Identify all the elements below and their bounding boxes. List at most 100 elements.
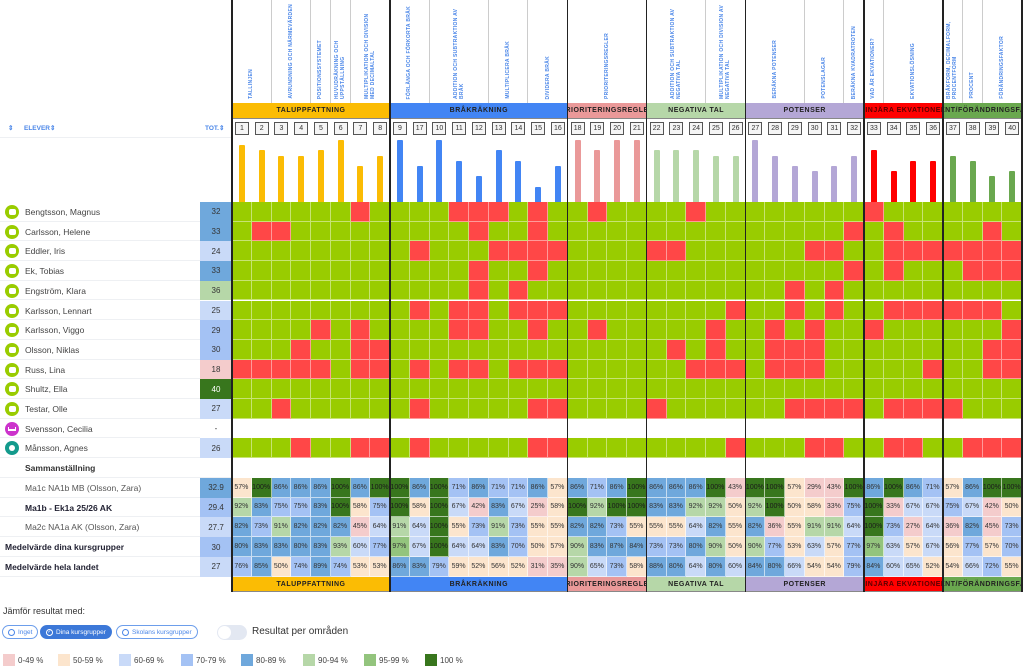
cell-wrong[interactable] xyxy=(923,399,943,419)
cell-wrong[interactable] xyxy=(469,300,489,321)
student-row[interactable]: Olsson, Niklas 30 xyxy=(0,339,232,360)
cell-correct[interactable] xyxy=(251,202,272,222)
student-row[interactable]: Testar, Olle 27 xyxy=(0,399,232,419)
cell-wrong[interactable] xyxy=(449,300,469,321)
cell-correct[interactable] xyxy=(390,320,410,340)
question-number-button[interactable]: 3 xyxy=(274,122,289,135)
cell-correct[interactable] xyxy=(409,280,430,301)
cell-wrong[interactable] xyxy=(1002,438,1022,459)
cell-wrong[interactable] xyxy=(903,300,924,321)
cell-wrong[interactable] xyxy=(666,241,687,262)
cell-correct[interactable] xyxy=(330,241,351,262)
cell-correct[interactable] xyxy=(330,379,351,399)
cell-correct[interactable] xyxy=(824,221,845,242)
subtopic-header[interactable]: Tallinjen xyxy=(232,0,272,103)
cell-correct[interactable] xyxy=(291,221,311,242)
cell-correct[interactable] xyxy=(291,261,311,281)
cell-wrong[interactable] xyxy=(528,261,548,281)
cell-correct[interactable] xyxy=(409,379,430,399)
subtopic-header[interactable]: Beräkna potenser xyxy=(746,0,805,103)
question-number-button[interactable]: 4 xyxy=(294,122,309,135)
cell-correct[interactable] xyxy=(844,320,864,340)
cell-correct[interactable] xyxy=(864,300,884,321)
cell-correct[interactable] xyxy=(844,438,864,459)
cell-correct[interactable] xyxy=(232,339,252,360)
cell-wrong[interactable] xyxy=(1002,241,1022,262)
cell-correct[interactable] xyxy=(943,261,963,281)
subtopic-header[interactable]: Huvudräkning och uppställning xyxy=(331,0,351,103)
question-number-button[interactable]: 13 xyxy=(491,122,506,135)
cell-correct[interactable] xyxy=(370,320,390,340)
cell-wrong[interactable] xyxy=(548,399,568,419)
cell-correct[interactable] xyxy=(350,261,371,281)
cell-wrong[interactable] xyxy=(528,320,548,340)
cell-correct[interactable] xyxy=(864,339,884,360)
cell-correct[interactable] xyxy=(429,241,450,262)
cell-correct[interactable] xyxy=(745,379,766,399)
cell-correct[interactable] xyxy=(765,241,785,262)
cell-wrong[interactable] xyxy=(508,280,529,301)
cell-wrong[interactable] xyxy=(548,300,568,321)
group-header-bottom[interactable]: Bråkräkning xyxy=(390,577,568,592)
cell-correct[interactable] xyxy=(587,241,608,262)
cell-wrong[interactable] xyxy=(706,320,726,340)
cell-wrong[interactable] xyxy=(646,399,667,419)
cell-wrong[interactable] xyxy=(350,339,371,360)
cell-correct[interactable] xyxy=(725,202,746,222)
cell-correct[interactable] xyxy=(330,359,351,380)
subtopic-header[interactable]: Positionssystemet xyxy=(311,0,331,103)
cell-correct[interactable] xyxy=(923,221,943,242)
cell-correct[interactable] xyxy=(330,300,351,321)
question-number-button[interactable]: 35 xyxy=(906,122,921,135)
cell-wrong[interactable] xyxy=(1002,261,1022,281)
cell-correct[interactable] xyxy=(1002,280,1022,301)
cell-correct[interactable] xyxy=(350,241,371,262)
cell-correct[interactable] xyxy=(962,320,983,340)
cell-wrong[interactable] xyxy=(469,202,489,222)
cell-correct[interactable] xyxy=(982,202,1003,222)
cell-wrong[interactable] xyxy=(508,300,529,321)
cell-wrong[interactable] xyxy=(804,438,825,459)
cell-correct[interactable] xyxy=(903,202,924,222)
cell-correct[interactable] xyxy=(311,300,331,321)
cell-correct[interactable] xyxy=(488,261,509,281)
cell-wrong[interactable] xyxy=(706,359,726,380)
cell-correct[interactable] xyxy=(409,202,430,222)
cell-correct[interactable] xyxy=(943,280,963,301)
cell-correct[interactable] xyxy=(686,399,706,419)
group-header-top[interactable]: Prioriteringsregler xyxy=(567,103,647,119)
cell-correct[interactable] xyxy=(330,339,351,360)
question-number-button[interactable]: 29 xyxy=(787,122,802,135)
cell-correct[interactable] xyxy=(745,300,766,321)
cell-wrong[interactable] xyxy=(943,300,963,321)
cell-wrong[interactable] xyxy=(804,359,825,380)
question-number-button[interactable]: 2 xyxy=(254,122,269,135)
question-number-button[interactable]: 1 xyxy=(234,122,249,135)
cell-correct[interactable] xyxy=(488,300,509,321)
subtopic-header[interactable]: Bråkform, decimalform, procentform xyxy=(943,0,963,103)
cell-correct[interactable] xyxy=(587,339,608,360)
cell-correct[interactable] xyxy=(745,241,766,262)
cell-correct[interactable] xyxy=(982,399,1003,419)
cell-wrong[interactable] xyxy=(528,359,548,380)
question-number-button[interactable]: 11 xyxy=(452,122,467,135)
cell-wrong[interactable] xyxy=(824,241,845,262)
cell-correct[interactable] xyxy=(488,359,509,380)
cell-correct[interactable] xyxy=(804,261,825,281)
cell-wrong[interactable] xyxy=(864,320,884,340)
cell-correct[interactable] xyxy=(311,221,331,242)
cell-correct[interactable] xyxy=(785,438,805,459)
cell-correct[interactable] xyxy=(864,280,884,301)
cell-correct[interactable] xyxy=(587,221,608,242)
cell-correct[interactable] xyxy=(271,261,292,281)
cell-correct[interactable] xyxy=(567,399,588,419)
cell-correct[interactable] xyxy=(646,359,667,380)
cell-correct[interactable] xyxy=(627,241,647,262)
cell-correct[interactable] xyxy=(943,438,963,459)
cell-correct[interactable] xyxy=(666,221,687,242)
student-row[interactable]: Shultz, Ella 40 xyxy=(0,379,232,399)
cell-correct[interactable] xyxy=(785,261,805,281)
cell-wrong[interactable] xyxy=(1002,359,1022,380)
cell-wrong[interactable] xyxy=(706,339,726,360)
cell-wrong[interactable] xyxy=(291,359,311,380)
